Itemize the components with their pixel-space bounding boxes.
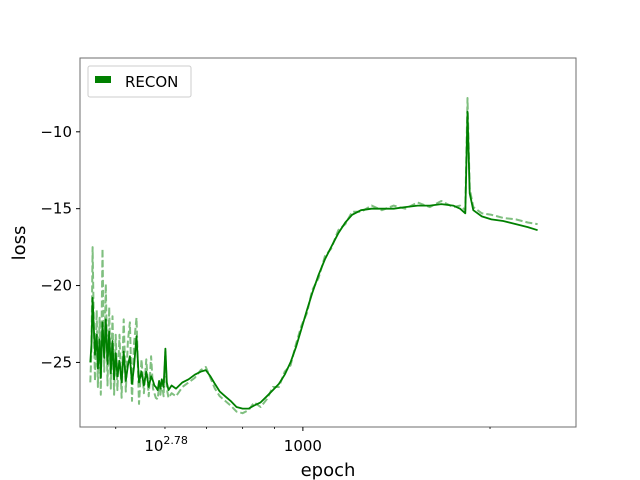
plot-area [80,58,576,427]
y-tick-label: −20 [40,277,72,295]
y-axis-label: loss [9,226,30,261]
x-tick-label: 1000 [284,437,322,455]
y-tick-label: −15 [40,200,72,218]
axes-layer: −25 −20 −15 −10 102.78 1000 [40,123,491,455]
plot-frame [79,57,577,428]
legend-label: RECON [125,73,178,91]
y-tick-label: −10 [40,123,72,141]
series-layer [89,97,538,415]
y-tick-label: −25 [40,353,72,371]
legend-box [87,65,192,98]
x-tick-label: 102.78 [144,434,188,455]
legend: RECON [87,65,192,98]
x-axis-label: epoch [301,460,356,480]
series-line-dashed [89,97,538,415]
series-line-recon [89,110,538,410]
legend-swatch [95,76,111,83]
